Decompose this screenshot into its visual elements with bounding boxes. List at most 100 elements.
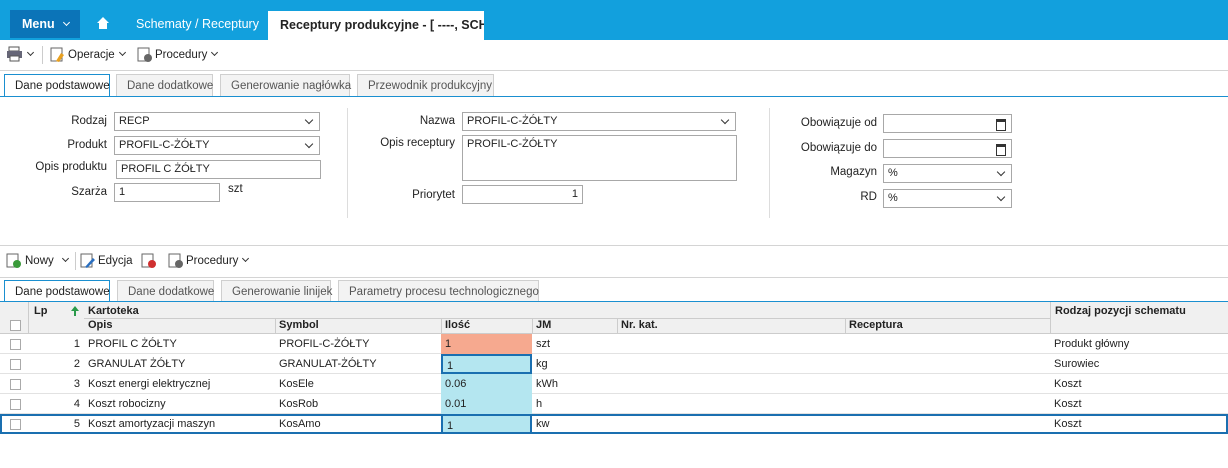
cell-ilosc[interactable]: 1 [441,414,532,434]
tab-line [0,301,1228,302]
date-input[interactable] [883,114,1012,133]
tab[interactable]: Dane podstawowe [4,280,110,302]
cell-ilosc[interactable]: 0.01 [441,394,532,414]
cell-ilosc[interactable]: 0.06 [441,374,532,394]
cell-ilosc[interactable]: 1 [441,354,532,374]
cell-symbol: PROFIL-C-ŻÓŁTY [279,338,370,350]
text-input[interactable]: PROFIL C ŻÓŁTY [116,160,321,179]
tab[interactable]: Przewodnik produkcyjny [357,74,494,96]
toolbar-label: Procedury [186,255,239,267]
divider [0,70,1228,71]
select-value: % [888,192,898,204]
column-header[interactable]: Rodzaj pozycji schematu [1055,305,1186,317]
column-header[interactable]: Nr. kat. [621,319,658,331]
toolbar-label: Operacje [68,49,115,61]
toolbar-item[interactable]: Procedury [186,254,250,267]
toolbar-item[interactable]: Edycja [98,255,133,267]
tab[interactable]: Generowanie nagłówka [220,74,351,96]
select-value: PROFIL-C-ŻÓŁTY [119,139,210,151]
tab[interactable]: Parametry procesu technologicznego [338,280,539,302]
cell-opis: PROFIL C ŻÓŁTY [88,338,177,350]
column-header[interactable]: Opis [88,319,113,331]
column-header[interactable]: Symbol [279,319,319,331]
select[interactable]: PROFIL-C-ŻÓŁTY [114,136,320,155]
input-value: PROFIL-C-ŻÓŁTY [467,138,558,150]
row-checkbox[interactable] [10,419,21,430]
column-header[interactable]: JM [536,319,552,331]
cell-lp: 2 [73,358,80,370]
select[interactable]: RECP [114,112,320,131]
select-value: % [888,167,898,179]
column-header[interactable]: Lp [34,305,48,317]
text-input[interactable]: 1 [114,183,220,202]
separator [769,108,770,218]
row [0,414,1228,434]
cell-rodzaj: Produkt główny [1054,338,1130,350]
cell-jm: kg [536,358,548,370]
input-value: PROFIL C ŻÓŁTY [121,163,210,175]
textarea[interactable]: PROFIL-C-ŻÓŁTY [462,135,737,181]
row [0,394,1228,414]
number-input[interactable]: 1 [462,185,583,204]
cell-jm: szt [536,338,551,350]
cell-jm: kw [536,418,550,430]
toolbar-item[interactable]: Operacje [68,48,126,61]
date-input[interactable] [883,139,1012,158]
toolbar-item[interactable]: Nowy [25,254,69,267]
column-header[interactable]: Receptura [849,319,903,331]
tab[interactable]: Schematy / Receptury [136,17,259,31]
select[interactable]: % [883,189,1012,208]
menu-label: Menu [22,17,55,31]
sort-icon[interactable] [70,305,80,317]
field-label: RD [860,191,877,203]
operations-icon [50,47,64,62]
tab[interactable]: Dane dodatkowe [116,74,213,96]
select[interactable]: PROFIL-C-ŻÓŁTY [462,112,736,131]
row-checkbox[interactable] [10,399,21,410]
procedures-icon [168,253,183,268]
cell-ilosc[interactable]: 1 [441,334,532,354]
column-divider [28,302,29,334]
field-label: Obowiązuje od [800,117,877,129]
cell-jm: h [536,398,543,410]
field-label: Szarża [71,186,107,198]
cell-rodzaj: Koszt [1054,418,1082,430]
row-checkbox[interactable] [10,379,21,390]
row-checkbox[interactable] [10,359,21,370]
field-label: Nazwa [419,115,455,127]
select-all-checkbox[interactable] [10,320,21,331]
tab[interactable]: Generowanie linijek [221,280,332,302]
new-icon [6,253,21,268]
tab[interactable]: Dane podstawowe [4,74,110,96]
delete-icon[interactable] [141,253,157,269]
unit: szt [228,183,243,195]
cell-rodzaj: Koszt [1054,398,1082,410]
toolbar-label: Procedury [155,49,208,61]
tab[interactable]: Dane dodatkowe [117,280,214,302]
top-bar [0,0,1228,40]
row-checkbox[interactable] [10,339,21,350]
select[interactable]: % [883,164,1012,183]
cell-jm: kWh [536,378,558,390]
field-label: Magazyn [830,166,877,178]
column-header[interactable]: Ilość [445,319,471,331]
cell-symbol: KosAmo [279,418,321,430]
cell-rodzaj: Koszt [1054,378,1082,390]
field-label: Rodzaj [71,115,107,127]
caret [26,48,35,57]
toolbar-item[interactable]: Procedury [155,48,219,61]
cell-opis: Koszt robocizny [88,398,166,410]
separator [347,108,348,218]
input-value: 1 [571,188,578,200]
active-tab[interactable]: Receptury produkcyjne - [ ----, SCH [268,11,484,40]
print-icon[interactable] [6,46,24,62]
grid: Lp Kartoteka Rodzaj pozycji schematu Opi… [0,302,1228,468]
menu-button[interactable]: Menu [10,10,80,38]
field-label: Obowiązuje do [800,142,877,154]
cell-lp: 5 [73,418,80,430]
home-icon[interactable] [96,16,110,30]
cell-symbol: GRANULAT-ŻÓŁTY [279,358,377,370]
field-label: Opis produktu [35,161,107,173]
column-divider [441,318,442,334]
